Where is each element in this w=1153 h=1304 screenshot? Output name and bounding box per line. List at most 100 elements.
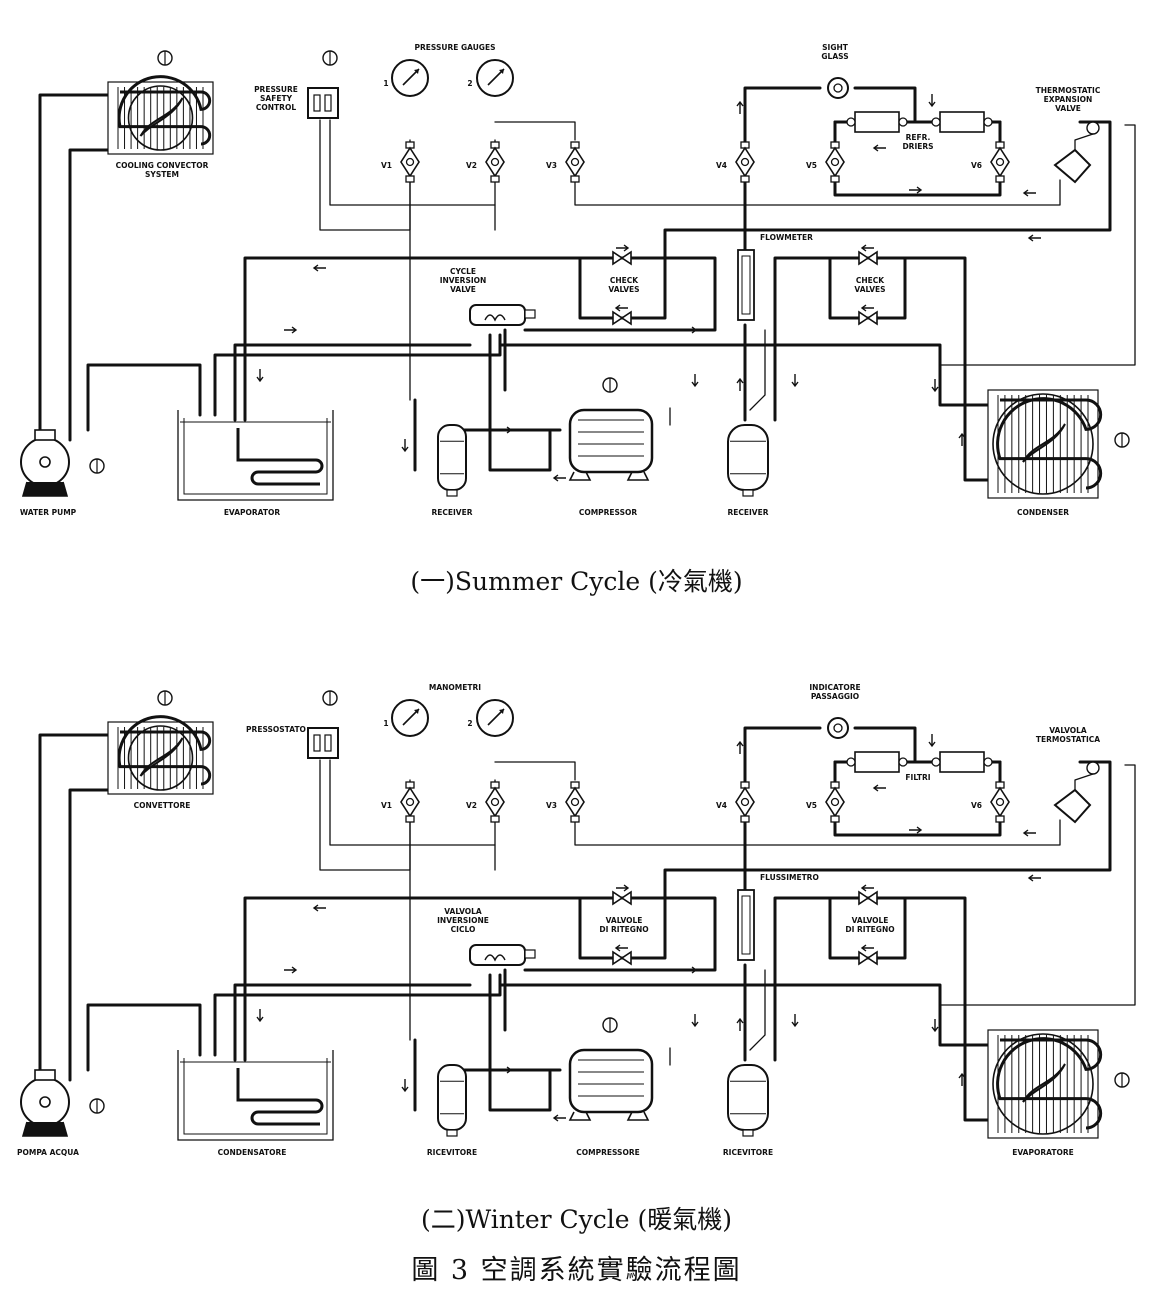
v1-label: V1 — [381, 161, 392, 170]
flow-arrow — [931, 1019, 939, 1033]
compressor — [568, 408, 654, 481]
check-valves-label-2: VALVES — [854, 285, 885, 294]
flow-arrow — [928, 734, 936, 748]
flow-arrow — [909, 186, 923, 194]
filter-drier — [846, 111, 908, 133]
convector-label: CONVETTORE — [134, 801, 191, 810]
thermostatic-expansion-valve — [1053, 121, 1100, 184]
flow-arrow — [499, 1066, 513, 1074]
flow-arrow — [616, 244, 630, 252]
pressure-safety-control-label: PRESSURE — [254, 85, 298, 94]
flow-arrow — [256, 1009, 264, 1023]
filter-driers-label: DRIERS — [902, 142, 933, 151]
hand-valve — [990, 781, 1010, 823]
flow-arrow — [499, 426, 513, 434]
flowmeter-label: FLUSSIMETRO — [760, 873, 819, 882]
flow-arrow — [1027, 874, 1041, 882]
v3-label: V3 — [546, 801, 557, 810]
flow-arrow — [614, 944, 628, 952]
hand-valve — [735, 781, 755, 823]
receiver-1-label: RICEVITORE — [427, 1148, 477, 1157]
flow-arrow — [736, 1017, 744, 1031]
flow-arrow — [736, 740, 744, 754]
flow-arrow — [958, 1072, 966, 1086]
fan-coil-label: EVAPORATORE — [1012, 1148, 1073, 1157]
water-pump — [20, 1069, 70, 1137]
water-pump-label: POMPA ACQUA — [17, 1148, 79, 1157]
flow-arrow — [736, 377, 744, 391]
flow-arrow — [614, 304, 628, 312]
pipe-network — [20, 50, 1136, 501]
receiver-2-label: RICEVITORE — [723, 1148, 773, 1157]
check-valve — [858, 890, 878, 906]
flow-arrow — [791, 1014, 799, 1028]
check-valve — [858, 310, 878, 326]
flow-arrow — [1022, 829, 1036, 837]
convector-label: SYSTEM — [145, 170, 179, 179]
flow-arrow — [931, 379, 939, 393]
component-marker — [602, 377, 618, 393]
flow-arrow — [1022, 189, 1036, 197]
cycle-inversion-valve-label: CYCLE — [450, 267, 476, 276]
water-tank-coil — [177, 1050, 334, 1141]
compressor — [568, 1048, 654, 1121]
expansion-valve-label: TERMOSTATICA — [1036, 735, 1100, 744]
pressure-safety-control-label: CONTROL — [256, 103, 296, 112]
hand-valve — [990, 141, 1010, 183]
hand-valve — [400, 781, 420, 823]
tank-coil-label: CONDENSATORE — [218, 1148, 287, 1157]
flow-arrow — [736, 100, 744, 114]
pressure-gauges-label: PRESSURE GAUGES — [415, 43, 496, 52]
water-pump — [20, 429, 70, 497]
v6-label: V6 — [971, 801, 982, 810]
check-valves-label-1: VALVOLE — [606, 916, 643, 925]
expansion-valve-label: VALVE — [1055, 104, 1081, 113]
cycle-inversion-valve — [469, 944, 536, 966]
water-pump-label: WATER PUMP — [20, 508, 77, 517]
component-marker — [1114, 432, 1130, 448]
flow-arrow — [860, 304, 874, 312]
fan-coil-unit — [987, 1029, 1103, 1139]
pressure-gauges-label: MANOMETRI — [429, 683, 481, 692]
water-tank-coil — [177, 410, 334, 501]
cycle-inversion-valve-label: CICLO — [451, 925, 476, 934]
receiver-tank — [727, 424, 769, 497]
filter-driers-label: FILTRI — [905, 773, 930, 782]
expansion-valve-label: THERMOSTATIC — [1036, 86, 1101, 95]
receiver-1-label: RECEIVER — [431, 508, 472, 517]
compressor-label: COMPRESSORE — [576, 1148, 639, 1157]
receiver-tank — [437, 1064, 467, 1137]
convector-label: COOLING CONVECTOR — [116, 161, 209, 170]
flow-arrow — [256, 369, 264, 383]
cycle-inversion-valve-label: VALVOLA — [444, 907, 482, 916]
sight-glass-label: INDICATORE — [809, 683, 860, 692]
pressure-gauge — [391, 699, 429, 737]
check-valve — [612, 310, 632, 326]
check-valve — [858, 250, 878, 266]
tank-coil-label: EVAPORATOR — [224, 508, 281, 517]
flowmeter — [737, 249, 755, 321]
component-marker — [157, 690, 173, 706]
hand-valve — [825, 141, 845, 183]
pressure-gauge — [391, 59, 429, 97]
component-marker — [89, 1098, 105, 1114]
hand-valve — [485, 781, 505, 823]
check-valves-label-2: CHECK — [856, 276, 885, 285]
fan-coil-unit — [107, 715, 214, 795]
flow-arrow — [860, 244, 874, 252]
sight-glass-label: GLASS — [821, 52, 848, 61]
receiver-tank — [437, 424, 467, 497]
component-marker — [1114, 1072, 1130, 1088]
flow-arrow — [684, 966, 698, 974]
flow-arrow — [312, 904, 326, 912]
sight-glass-label: PASSAGGIO — [811, 692, 859, 701]
v6-label: V6 — [971, 161, 982, 170]
cycle-inversion-valve-label: INVERSIONE — [437, 916, 489, 925]
sight-glass-label: SIGHT — [822, 43, 849, 52]
flowmeter-label: FLOWMETER — [760, 233, 813, 242]
hand-valve — [400, 141, 420, 183]
flow-arrow — [872, 144, 886, 152]
v1-label: V1 — [381, 801, 392, 810]
v3-label: V3 — [546, 161, 557, 170]
